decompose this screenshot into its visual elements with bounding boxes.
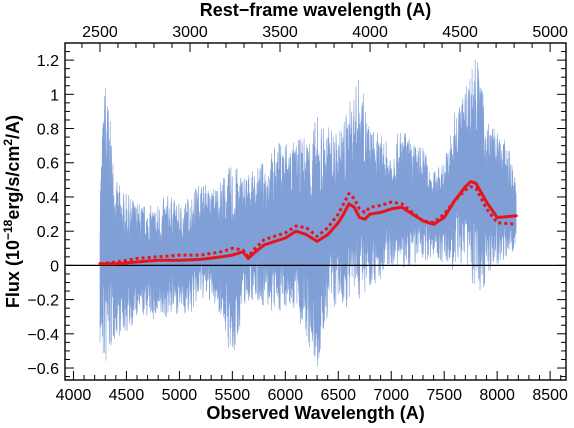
- y-tick-label: 1.2: [37, 53, 59, 70]
- plot-frame: [64, 42, 567, 381]
- y-tick-label: 0.2: [37, 224, 59, 241]
- x2-tick-label: 5000: [532, 24, 568, 41]
- y-tick-label: 1: [50, 87, 59, 104]
- spectrum-band: [99, 59, 517, 367]
- y-tick-label: 0.8: [37, 122, 59, 139]
- x2-tick-label: 2500: [82, 24, 118, 41]
- top-axis-label: Rest−frame wavelength (A): [200, 0, 432, 20]
- model-line-dotted: [99, 185, 517, 266]
- x2-tick-label: 4000: [352, 24, 388, 41]
- x2-tick-label: 4500: [442, 24, 478, 41]
- plot-area: [65, 59, 566, 367]
- x2-tick-label: 3000: [172, 24, 208, 41]
- y-tick-label: −0.6: [27, 361, 59, 378]
- x-tick-label: 4500: [109, 387, 145, 404]
- x-tick-label: 5500: [215, 387, 251, 404]
- x-tick-label: 8500: [532, 387, 568, 404]
- x2-tick-label: 3500: [262, 24, 298, 41]
- y-axis-label: Flux (10−18erg/s/cm2/A): [1, 115, 23, 308]
- axes: 4000 4500 5000 5500 6000 6500 7000 7500 8000 8500…: [27, 24, 568, 404]
- y-tick-label: 0: [50, 258, 59, 275]
- y-tick-label: −0.2: [27, 293, 59, 310]
- x-tick-label: 7000: [373, 387, 409, 404]
- x-tick-label: 6500: [320, 387, 356, 404]
- y-tick-label: −0.4: [27, 327, 59, 344]
- y-tick-label: 0.4: [37, 190, 59, 207]
- x-tick-label: 4000: [56, 387, 92, 404]
- x-axis-label: Observed Wavelength (A): [206, 403, 424, 423]
- x-tick-label: 8000: [479, 387, 515, 404]
- x-tick-label: 6000: [268, 387, 304, 404]
- x-tick-label: 7500: [426, 387, 462, 404]
- x-tick-label: 5000: [162, 387, 198, 404]
- y-tick-label: 0.6: [37, 156, 59, 173]
